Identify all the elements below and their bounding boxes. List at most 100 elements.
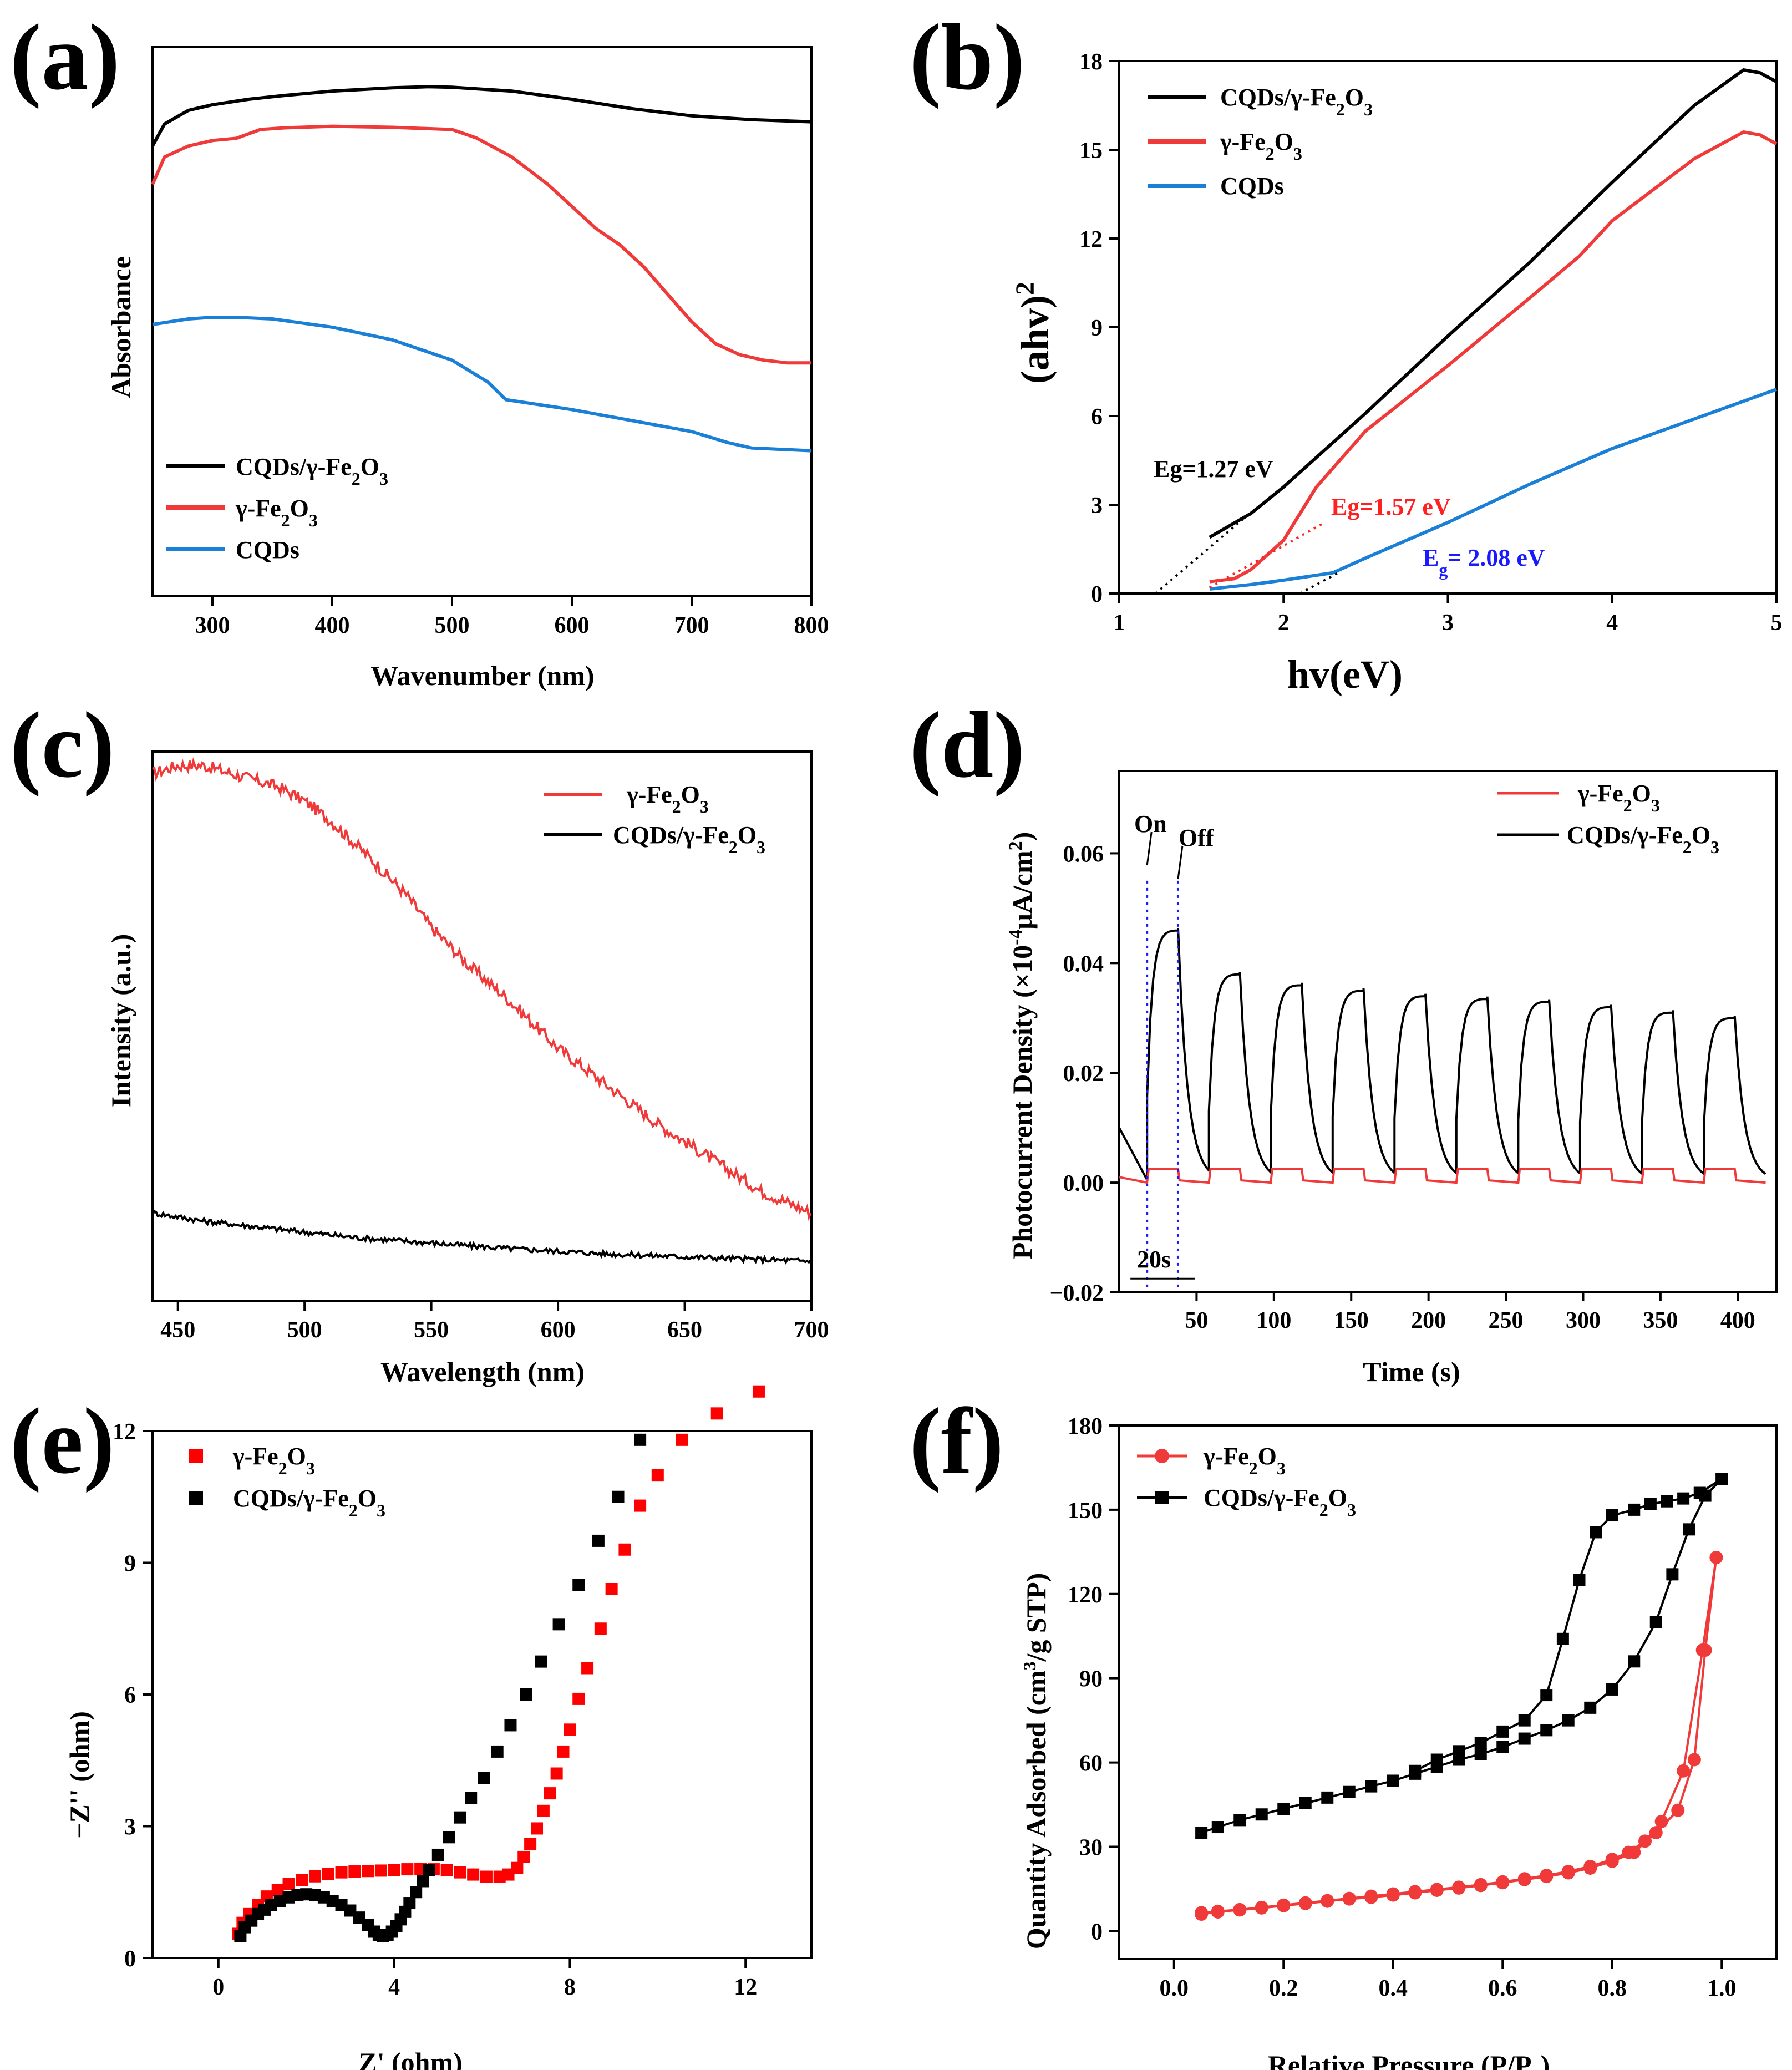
panel-f-data-point <box>1622 1845 1636 1859</box>
panel-f-data-point <box>1255 1900 1268 1914</box>
panel-e-data-point <box>592 1534 605 1547</box>
panel-e-legend-cqds-fe2o3: CQDs/γ-Fe2O3 <box>233 1485 385 1520</box>
panel-d-y-tick-label: −0.02 <box>1050 1281 1104 1306</box>
panel-e-data-point <box>550 1767 563 1780</box>
panel-e-data-point <box>612 1490 625 1503</box>
panel-f-data-point <box>1452 1880 1466 1894</box>
panel-d-legend-fe2o3: γ-Fe2O3 <box>1577 780 1660 815</box>
panel-e-data-point <box>531 1822 543 1835</box>
panel-b-y-tick-label: 6 <box>1091 404 1103 430</box>
panel-e-data-point <box>454 1811 466 1824</box>
panel-f-data-point <box>1638 1834 1652 1848</box>
panel-f-data-point <box>1453 1745 1465 1758</box>
panel-f-y-tick-label: 180 <box>1068 1414 1103 1439</box>
panel-e-data-point <box>388 1864 400 1876</box>
panel-b-label: (b) <box>910 5 1025 109</box>
panel-d-x-tick-label: 400 <box>1720 1308 1755 1333</box>
panel-e-data-point <box>465 1792 478 1804</box>
panel-f-data-point <box>1496 1875 1510 1889</box>
panel-e-data-point <box>431 1848 444 1861</box>
panel-f-data-point <box>1540 1689 1553 1702</box>
panel-b-x-tick-label: 5 <box>1771 610 1783 636</box>
panel-f-data-point <box>1687 1753 1701 1767</box>
panel-b-y-tick-label: 0 <box>1091 582 1103 607</box>
panel-f-x-tick-label: 0.4 <box>1379 1976 1408 2001</box>
panel-a-plot-area: 300 400 500 600 700 800 <box>151 46 829 638</box>
panel-f-data-point <box>1255 1808 1268 1821</box>
panel-f-series-line <box>1414 1478 1723 1772</box>
panel-d-x-tick-label: 300 <box>1566 1308 1601 1333</box>
panel-e-x-tick-label: 4 <box>388 1975 400 2000</box>
panel-d-y-tick-label: 0.04 <box>1063 951 1104 977</box>
panel-f-isotherm-chart: (f) 0.0 0.2 0.4 0.6 0.8 1.0 0 30 60 90 120 150 180 R… <box>910 1389 1778 2070</box>
panel-e-data-point <box>594 1622 607 1635</box>
panel-b-x-tick-label: 2 <box>1278 610 1290 636</box>
panel-e-data-point <box>335 1866 348 1879</box>
panel-f-data-point <box>1365 1780 1378 1793</box>
panel-b-legend: CQDs/γ-Fe2O3 γ-Fe2O3 CQDs <box>1148 84 1373 200</box>
panel-e-data-point <box>511 1861 524 1874</box>
panel-f-data-point <box>1556 1632 1569 1645</box>
panel-e-data-point <box>296 1874 308 1886</box>
panel-a-y-axis-title: Absorbance <box>105 256 136 398</box>
panel-d-duration-label: 20s <box>1137 1246 1171 1273</box>
panel-a-x-axis-title: Wavenumber (nm) <box>370 660 594 691</box>
panel-f-data-point <box>1277 1898 1291 1912</box>
panel-f-data-point <box>1342 1891 1356 1905</box>
panel-b-x-tick-label: 4 <box>1606 610 1618 636</box>
panel-f-legend-cqds-fe2o3: CQDs/γ-Fe2O3 <box>1204 1484 1356 1520</box>
panel-e-data-point <box>467 1868 480 1881</box>
panel-f-data-point <box>1496 1725 1509 1738</box>
panel-f-data-point <box>1654 1814 1668 1828</box>
panel-a-legend-fe2o3: γ-Fe2O3 <box>235 495 318 530</box>
panel-d-x-tick-label: 350 <box>1643 1308 1678 1333</box>
panel-f-y-tick-label: 90 <box>1079 1667 1103 1692</box>
panel-e-data-point <box>454 1866 466 1879</box>
panel-e-data-point <box>634 1433 647 1446</box>
panel-c-x-axis-title: Wavelength (nm) <box>380 1356 585 1387</box>
panel-c-axes-frame <box>151 750 813 1302</box>
panel-d-y-tick-label: 0.00 <box>1063 1171 1104 1196</box>
panel-d-legend-cqds-fe2o3: CQDs/γ-Fe2O3 <box>1567 821 1719 857</box>
panel-c-x-tick-label: 650 <box>667 1317 702 1343</box>
panel-e-x-tick-label: 8 <box>564 1975 576 2000</box>
panel-a-absorbance-chart: (a) 300 400 500 600 700 800 Wavenumber (nm) A… <box>10 5 829 691</box>
panel-f-data-point <box>1517 1872 1531 1886</box>
panel-e-data-point <box>504 1719 517 1732</box>
panel-f-data-point <box>1590 1526 1602 1539</box>
panel-a-series-line <box>152 316 812 453</box>
panel-f-data-point <box>1430 1753 1443 1766</box>
panel-f-x-tick-label: 0.8 <box>1598 1976 1627 2001</box>
panel-b-eg-black: Eg=1.27 eV <box>1154 455 1273 483</box>
panel-e-data-point <box>271 1884 284 1896</box>
panel-b-series-line <box>1209 130 1778 584</box>
legend-swatch-cqds-fe2o3 <box>189 1491 203 1505</box>
panel-e-y-tick-label: 3 <box>124 1815 136 1840</box>
panel-e-data-point <box>520 1688 532 1701</box>
panel-a-x-tick-label: 300 <box>195 613 230 638</box>
panel-e-label: (e) <box>10 1389 115 1493</box>
panel-d-y-axis-title: Photocurrent Density (×10-4μA/cm2) <box>1006 832 1038 1260</box>
panel-a-x-tick-label: 700 <box>674 613 709 638</box>
panel-f-data-point <box>1496 1741 1509 1753</box>
panel-e-data-point <box>535 1655 547 1668</box>
panel-d-x-tick-label: 250 <box>1489 1308 1524 1333</box>
panel-f-data-point <box>1606 1683 1618 1696</box>
panel-d-y-tick-label: 0.02 <box>1063 1061 1104 1087</box>
panel-c-photoluminescence-chart: (c) 450 500 550 600 650 700 Wavelength (nm) I… <box>10 693 829 1387</box>
panel-e-y-tick-label: 6 <box>124 1683 136 1708</box>
panel-d-off-label: Off <box>1179 824 1215 851</box>
panel-b-y-tick-label: 18 <box>1079 49 1103 75</box>
panel-e-data-point <box>676 1433 688 1446</box>
panel-c-x-tick-label: 600 <box>541 1317 576 1343</box>
panel-b-legend-fe2o3: γ-Fe2O3 <box>1220 128 1302 164</box>
panel-f-data-point <box>1583 1859 1597 1873</box>
panel-f-data-point <box>1321 1791 1334 1804</box>
panel-e-legend-fe2o3: γ-Fe2O3 <box>232 1443 315 1478</box>
panel-d-axes-frame <box>1118 770 1778 1293</box>
panel-e-data-point <box>524 1838 537 1850</box>
panel-f-data-point <box>1649 1826 1663 1840</box>
